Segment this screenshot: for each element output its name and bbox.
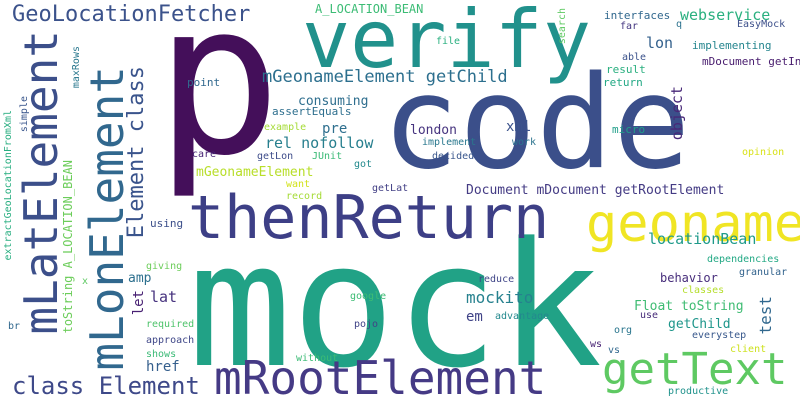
word-implementing: implementing xyxy=(692,39,772,52)
word-london: london xyxy=(410,123,457,138)
word-xml: xml xyxy=(506,119,532,135)
word-using: using xyxy=(150,217,184,230)
word-result: result xyxy=(606,63,646,76)
word-A_LOCATION_BEAN: A_LOCATION_BEAN xyxy=(315,2,424,16)
word-mGeonameElement-getChild: mGeonameElement getChild xyxy=(262,67,508,87)
word-Element-class: Element class xyxy=(124,66,149,239)
word-getText: getText xyxy=(602,344,788,395)
word-Document-mDocument-getRootElement: Document mDocument getRootElement xyxy=(466,183,725,198)
word-giving: giving xyxy=(146,261,183,272)
word-vs: vs xyxy=(608,345,621,356)
word-advantage: advantage xyxy=(495,311,550,322)
word-GeoLocationFetcher: GeoLocationFetcher xyxy=(12,2,251,27)
word-let: let xyxy=(131,290,147,316)
word-client: client xyxy=(730,344,767,355)
word-webservice: webservice xyxy=(680,6,771,24)
word-mockito: mockito xyxy=(466,288,534,307)
word-p: p xyxy=(155,0,282,202)
word-href: href xyxy=(146,359,180,375)
word-JUnit: JUnit xyxy=(312,151,343,162)
word-code: code xyxy=(382,49,691,198)
word-extractGeoLocationFromXml: extractGeoLocationFromXml xyxy=(3,110,14,261)
word-org: org xyxy=(614,325,633,336)
word-test: test xyxy=(756,296,775,335)
word-amp: amp xyxy=(128,271,152,286)
word-without: without xyxy=(296,353,339,364)
word-thenReturn: thenReturn xyxy=(188,183,550,253)
word-got: got xyxy=(354,159,373,170)
word-reduce: reduce xyxy=(478,274,515,285)
word-classes: classes xyxy=(682,285,725,296)
word-toString-A_LOCATION_BEAN: toString A_LOCATION_BEAN xyxy=(61,160,75,334)
word-mDocument-getInstance: mDocument getInstance xyxy=(702,55,800,68)
word-geoname: geoname xyxy=(586,194,800,254)
word-mRootElement: mRootElement xyxy=(214,351,547,400)
word-work: work xyxy=(512,137,537,148)
word-return: return xyxy=(603,76,643,89)
word-lat: lat xyxy=(150,288,178,306)
word-getChild: getChild xyxy=(668,317,731,332)
word-record: record xyxy=(286,191,323,202)
word-opinion: opinion xyxy=(742,147,785,158)
word-granular: granular xyxy=(739,267,788,278)
word-maxRows: maxRows xyxy=(71,46,82,89)
word-br: br xyxy=(8,321,21,332)
word-simple: simple xyxy=(19,96,30,133)
word-example: example xyxy=(264,122,307,133)
word-ws: ws xyxy=(590,339,603,350)
word-want: want xyxy=(286,179,311,190)
word-able: able xyxy=(622,52,647,63)
word-far: far xyxy=(620,21,639,32)
word-approach: approach xyxy=(146,335,195,346)
word-pre: pre xyxy=(322,121,348,137)
word-assertEquals: assertEquals xyxy=(272,105,352,118)
word-implement: implement xyxy=(422,137,477,148)
word-lon: lon xyxy=(646,34,674,52)
word-q: q xyxy=(676,19,683,30)
word-consuming: consuming xyxy=(298,94,369,109)
word-Float-toString: Float toString xyxy=(634,299,744,314)
word-EasyMock: EasyMock xyxy=(737,19,786,30)
word-point: point xyxy=(187,76,221,89)
word-object: object xyxy=(668,86,686,141)
word-decided: decided xyxy=(432,151,475,162)
word-google: google xyxy=(350,291,387,302)
word-mock: mock xyxy=(188,205,603,400)
word-mLatElement: mLatElement xyxy=(14,30,68,335)
word-file: file xyxy=(436,36,461,47)
word-search: search xyxy=(557,8,568,45)
word-class-Element: class Element xyxy=(12,372,200,400)
word-rel-nofollow: rel nofollow xyxy=(265,134,374,152)
word-productive: productive xyxy=(668,386,729,397)
word-verify: verify xyxy=(302,0,591,86)
word-locationBean: locationBean xyxy=(648,230,757,248)
word-em: em xyxy=(466,309,483,325)
word-getLon: getLon xyxy=(257,151,294,162)
word-pojo: pojo xyxy=(354,319,379,330)
word-micro: micro xyxy=(612,123,646,136)
word-dependencies: dependencies xyxy=(707,254,780,265)
word-interfaces: interfaces xyxy=(604,9,671,22)
word-required: required xyxy=(146,319,195,330)
word-shows: shows xyxy=(146,349,177,360)
word-care: care xyxy=(192,149,217,160)
word-getLat: getLat xyxy=(372,183,409,194)
word-everystep: everystep xyxy=(692,330,747,341)
word-x: x xyxy=(82,276,89,287)
word-use: use xyxy=(640,310,659,321)
word-behavior: behavior xyxy=(660,271,718,285)
word-mGeonameElement: mGeonameElement xyxy=(196,165,314,180)
